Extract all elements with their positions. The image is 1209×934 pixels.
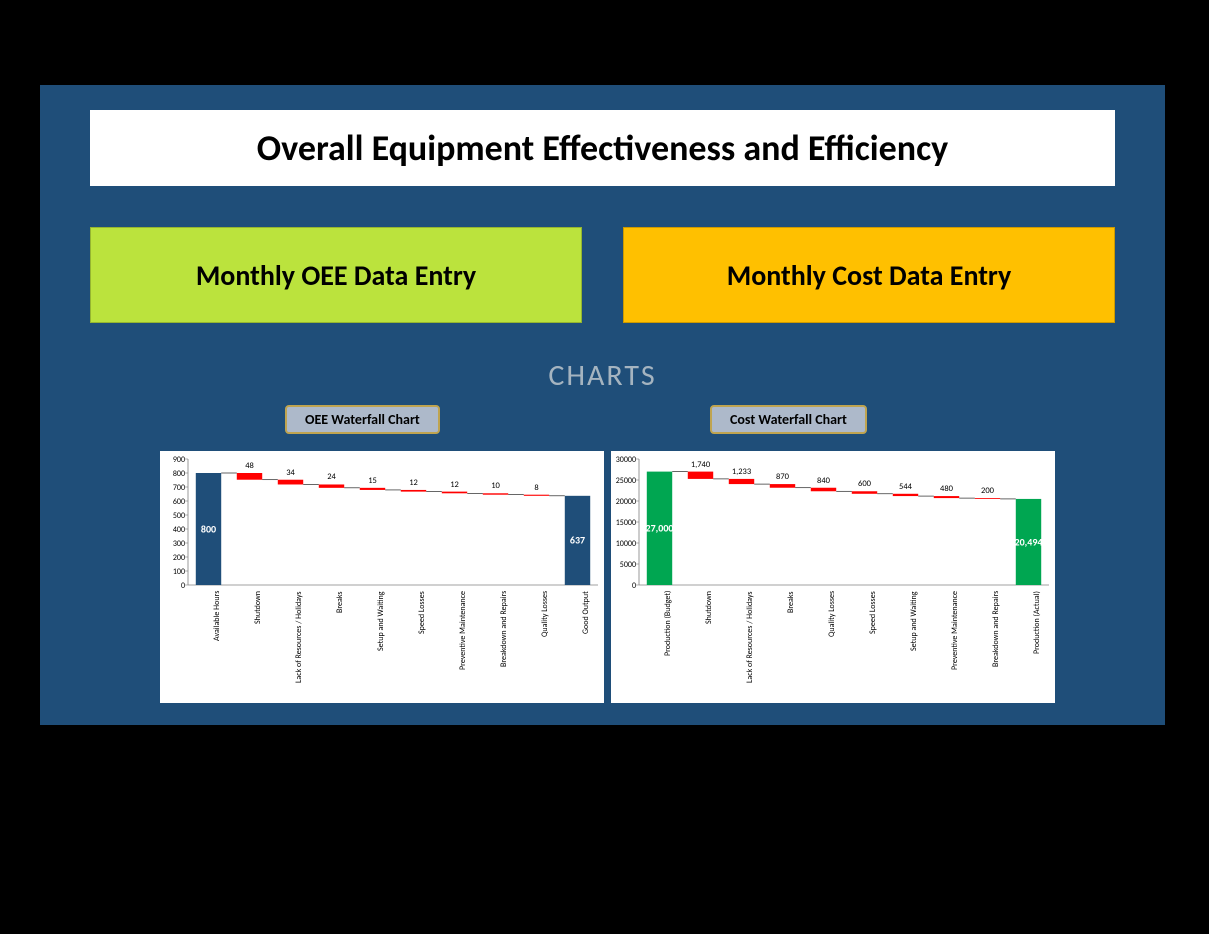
- bar-value-label: 480: [940, 484, 953, 494]
- category-label: Shutdown: [704, 591, 714, 624]
- category-label: Speed Losses: [868, 591, 878, 634]
- svg-text:300: 300: [173, 539, 185, 549]
- page-title: Overall Equipment Effectiveness and Effi…: [90, 110, 1115, 186]
- svg-text:900: 900: [173, 455, 185, 465]
- category-label: Breakdown and Repairs: [499, 591, 509, 667]
- oee-waterfall-chart: 800 48 34 24 15 12 12 10 8 637 0 100 200 300 400 500 600…: [160, 451, 604, 703]
- svg-text:15000: 15000: [616, 518, 636, 528]
- svg-text:400: 400: [173, 525, 185, 535]
- category-label: Breakdown and Repairs: [991, 591, 1001, 667]
- button-row: Monthly OEE Data Entry Monthly Cost Data…: [90, 227, 1115, 323]
- bar-value-label: 800: [201, 523, 216, 536]
- category-label: Available Hours: [212, 591, 222, 641]
- category-label: Preventive Maintenance: [950, 591, 960, 670]
- category-label: Quality Losses: [827, 591, 837, 637]
- bar-value-label: 24: [327, 472, 336, 482]
- monthly-oee-button[interactable]: Monthly OEE Data Entry: [90, 227, 582, 323]
- bar-value-label: 1,233: [732, 467, 751, 477]
- oee-chart-label-text: OEE Waterfall Chart: [305, 411, 420, 428]
- bar-value-label: 27,000: [646, 522, 674, 535]
- category-label: Setup and Waiting: [376, 592, 386, 652]
- oee-chart-label-button[interactable]: OEE Waterfall Chart: [285, 405, 440, 434]
- monthly-cost-button[interactable]: Monthly Cost Data Entry: [623, 227, 1115, 323]
- category-label: Good Output: [581, 591, 591, 634]
- svg-text:20000: 20000: [616, 497, 636, 507]
- category-label: Lack of Resources / Holidays: [745, 591, 755, 683]
- bar-value-label: 637: [570, 534, 585, 547]
- bar-value-label: 870: [776, 472, 789, 482]
- bar-value-label: 544: [899, 482, 912, 492]
- svg-text:700: 700: [173, 483, 185, 493]
- monthly-oee-button-label: Monthly OEE Data Entry: [196, 258, 476, 293]
- dashboard-panel: Overall Equipment Effectiveness and Effi…: [40, 85, 1165, 725]
- category-label: Preventive Maintenance: [458, 591, 468, 670]
- svg-text:200: 200: [173, 553, 185, 563]
- chart-labels-row: OEE Waterfall Chart Cost Waterfall Chart: [40, 405, 1165, 441]
- cost-chart-label-text: Cost Waterfall Chart: [730, 411, 847, 428]
- bar-value-label: 1,740: [691, 460, 710, 470]
- category-label: Shutdown: [253, 591, 263, 624]
- category-label: Setup and Waiting: [909, 592, 919, 652]
- bar-value-label: 8: [534, 483, 538, 493]
- category-label: Speed Losses: [417, 591, 427, 634]
- bar-value-label: 200: [981, 486, 994, 496]
- charts-heading: CHARTS: [40, 357, 1165, 394]
- svg-text:100: 100: [173, 567, 185, 577]
- monthly-cost-button-label: Monthly Cost Data Entry: [727, 258, 1012, 293]
- svg-text:30000: 30000: [616, 455, 636, 465]
- bar-value-label: 15: [368, 476, 377, 486]
- bar-value-label: 840: [817, 476, 830, 486]
- svg-text:0: 0: [632, 581, 636, 591]
- svg-text:500: 500: [173, 511, 185, 521]
- bar-value-label: 12: [409, 478, 418, 488]
- bar-value-label: 10: [491, 481, 500, 491]
- svg-text:600: 600: [173, 497, 185, 507]
- cost-chart-label-button[interactable]: Cost Waterfall Chart: [710, 405, 867, 434]
- svg-text:0: 0: [181, 581, 185, 591]
- bar-value-label: 48: [245, 461, 254, 471]
- bar-value-label: 34: [286, 468, 295, 478]
- category-label: Production (Budget): [663, 591, 673, 656]
- svg-text:5000: 5000: [620, 560, 636, 570]
- page-title-text: Overall Equipment Effectiveness and Effi…: [257, 126, 948, 170]
- category-label: Breaks: [786, 591, 796, 613]
- category-label: Quality Losses: [540, 591, 550, 637]
- chart-pair: 800 48 34 24 15 12 12 10 8 637 0 100 200 300 400 500 600…: [160, 451, 1055, 703]
- bar-value-label: 12: [450, 480, 459, 490]
- cost-waterfall-chart: 27,000 1,740 1,233 870 840 600 544 480 200 20,494…: [611, 451, 1055, 703]
- svg-text:25000: 25000: [616, 476, 636, 486]
- category-label: Production (Actual): [1032, 591, 1042, 654]
- bar-value-label: 600: [858, 479, 871, 489]
- bar-value-label: 20,494: [1015, 535, 1043, 548]
- category-label: Lack of Resources / Holidays: [294, 591, 304, 683]
- svg-text:800: 800: [173, 469, 185, 479]
- category-label: Breaks: [335, 591, 345, 613]
- svg-text:10000: 10000: [616, 539, 636, 549]
- charts-heading-text: CHARTS: [548, 357, 656, 394]
